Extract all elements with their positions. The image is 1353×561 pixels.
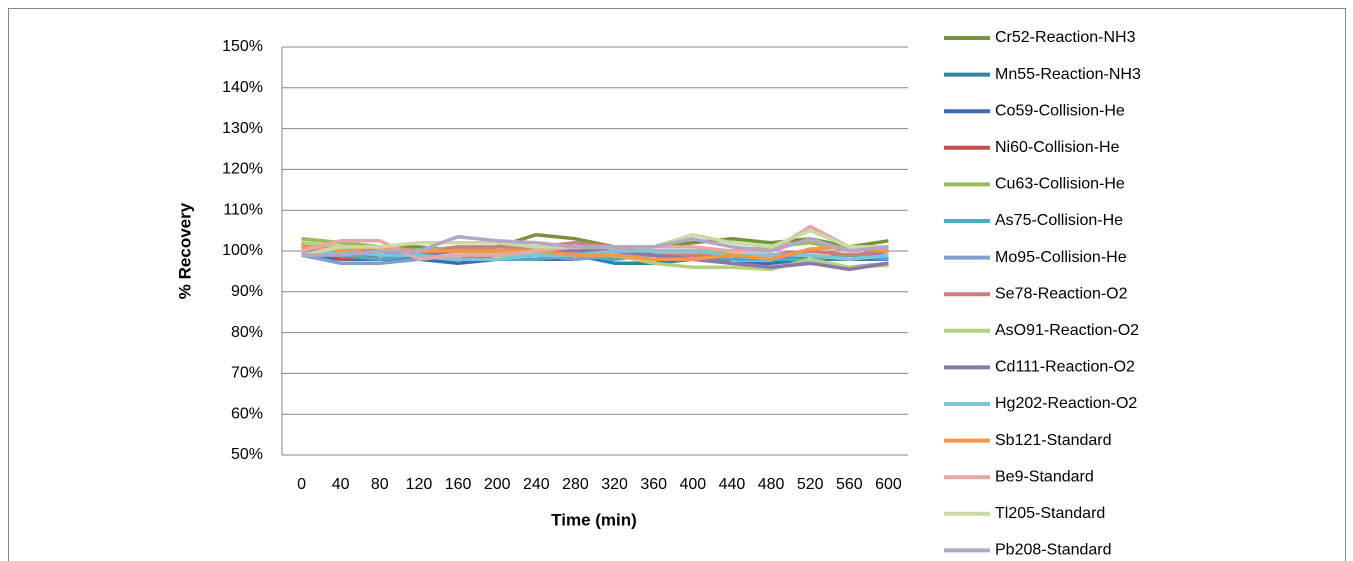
- legend-label: Ni60-Collision-He: [995, 139, 1120, 156]
- chart-frame: [8, 8, 1346, 561]
- legend-label: As75-Collision-He: [995, 212, 1123, 229]
- y-axis-title: % Recovery: [175, 202, 194, 299]
- legend-label: Mo95-Collision-He: [995, 249, 1127, 266]
- y-tick-label: 70%: [231, 365, 263, 382]
- x-tick-label: 520: [797, 476, 824, 493]
- y-tick-label: 60%: [231, 405, 263, 422]
- x-tick-label: 600: [875, 476, 902, 493]
- legend-label: Sb121-Standard: [995, 432, 1112, 449]
- x-tick-label: 40: [332, 476, 350, 493]
- y-tick-label: 140%: [222, 79, 263, 96]
- legend-label: Cu63-Collision-He: [995, 176, 1125, 193]
- x-tick-label: 240: [523, 476, 550, 493]
- x-tick-label: 480: [758, 476, 785, 493]
- series-line: [301, 249, 889, 272]
- y-tick-label: 100%: [222, 242, 263, 259]
- x-tick-label: 120: [406, 476, 433, 493]
- x-tick-label: 200: [484, 476, 511, 493]
- y-tick-label: 130%: [222, 120, 263, 137]
- legend-label: Se78-Reaction-O2: [995, 285, 1128, 302]
- x-tick-label: 280: [562, 476, 589, 493]
- x-tick-label: 160: [445, 476, 472, 493]
- y-tick-label: 80%: [231, 324, 263, 341]
- legend-label: Co59-Collision-He: [995, 102, 1125, 119]
- y-tick-label: 90%: [231, 283, 263, 300]
- legend-label: Mn55-Reaction-NH3: [995, 66, 1141, 83]
- x-axis-title: Time (min): [551, 510, 637, 529]
- y-tick-label: 150%: [222, 38, 263, 55]
- y-tick-label: 50%: [231, 446, 263, 463]
- legend-label: Hg202-Reaction-O2: [995, 395, 1137, 412]
- x-tick-label: 80: [371, 476, 389, 493]
- y-tick-label: 110%: [223, 201, 263, 218]
- x-tick-label: 560: [836, 476, 863, 493]
- legend-label: Tl205-Standard: [995, 505, 1105, 522]
- series-line: [301, 234, 889, 257]
- legend-label: Be9-Standard: [995, 468, 1094, 485]
- legend-label: Pb208-Standard: [995, 542, 1112, 559]
- x-tick-label: 360: [640, 476, 667, 493]
- legend-label: AsO91-Reaction-O2: [995, 322, 1139, 339]
- x-tick-label: 0: [297, 476, 306, 493]
- legend-label: Cr52-Reaction-NH3: [995, 29, 1136, 46]
- x-tick-label: 320: [601, 476, 628, 493]
- y-tick-label: 120%: [222, 161, 263, 178]
- legend-label: Cd111-Reaction-O2: [995, 359, 1135, 376]
- x-tick-label: 440: [719, 476, 746, 493]
- x-tick-label: 400: [679, 476, 706, 493]
